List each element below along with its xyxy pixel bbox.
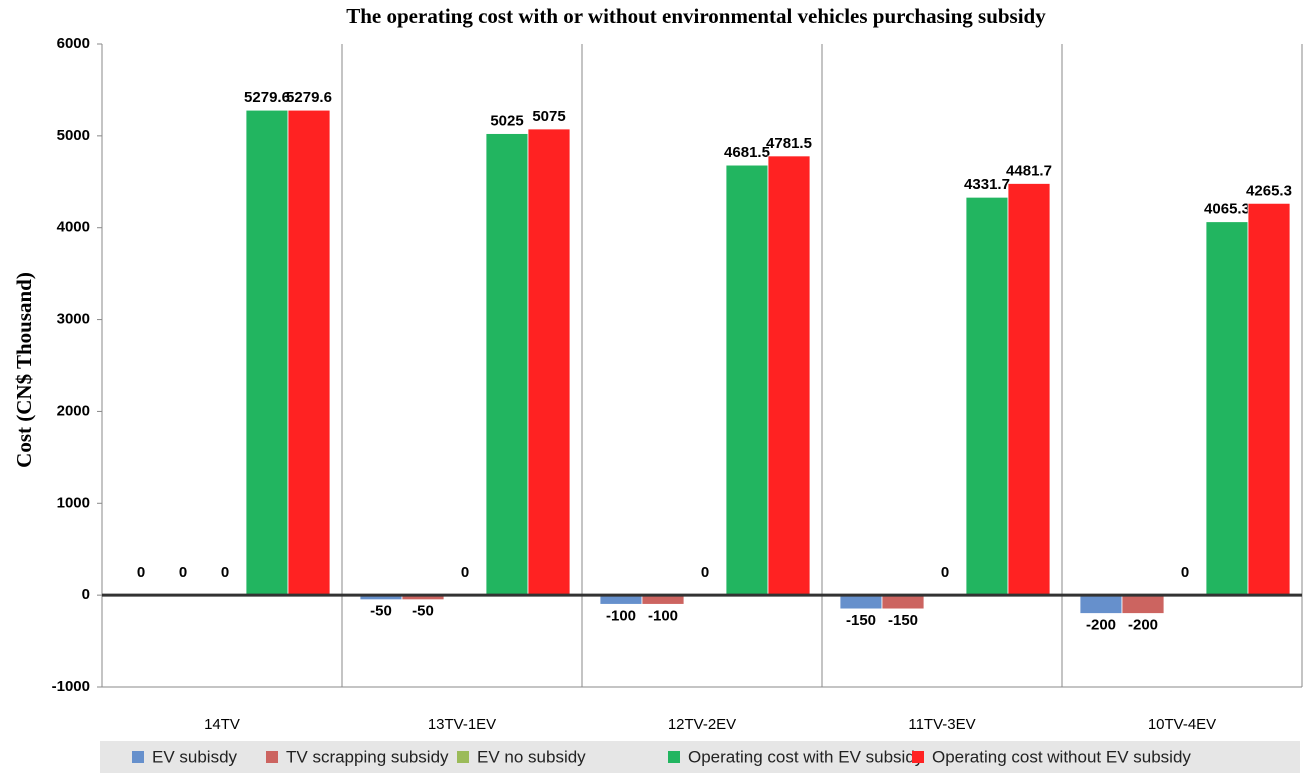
legend-label: EV subisdy [152, 747, 238, 766]
y-tick-label: 4000 [57, 219, 90, 236]
legend-label: EV no subsidy [477, 747, 586, 766]
legend-label: Operating cost with EV subsidy [688, 747, 924, 766]
value-label: 5075 [532, 108, 565, 125]
bar [527, 128, 571, 596]
value-label: 0 [1181, 564, 1189, 581]
value-label: -200 [1128, 616, 1158, 633]
value-label: -50 [412, 603, 434, 620]
legend-swatch [132, 751, 144, 763]
legend-swatch [457, 751, 469, 763]
value-label: -50 [370, 603, 392, 620]
legend-swatch [266, 751, 278, 763]
value-label: 4265.3 [1246, 182, 1292, 199]
chart-title: The operating cost with or without envir… [346, 4, 1046, 28]
value-label: 0 [941, 564, 949, 581]
legend-swatch [668, 751, 680, 763]
value-label: -150 [888, 612, 918, 629]
value-label: 4781.5 [766, 135, 812, 152]
y-tick-label: 1000 [57, 494, 90, 511]
value-label: 5279.6 [286, 89, 332, 106]
value-label: 4331.7 [964, 176, 1010, 193]
value-label: 0 [461, 564, 469, 581]
x-tick-label: 11TV-3EV [908, 716, 975, 733]
value-label: -150 [846, 612, 876, 629]
y-tick-label: 3000 [57, 311, 90, 328]
bar [1247, 202, 1291, 596]
bar [881, 594, 925, 610]
x-tick-label: 10TV-4EV [1148, 716, 1216, 733]
legend-swatch [912, 751, 924, 763]
bar [839, 594, 883, 610]
value-label: 4065.3 [1204, 201, 1250, 218]
bar [485, 133, 529, 596]
x-tick-label: 14TV [204, 716, 240, 733]
y-axis-label: Cost (CN$ Thousand) [12, 272, 36, 468]
bar [287, 109, 331, 596]
bar [1079, 594, 1123, 614]
bar [1121, 594, 1165, 614]
y-tick-label: 5000 [57, 127, 90, 144]
value-label: 0 [701, 564, 709, 581]
y-tick-label: 0 [82, 586, 90, 603]
value-label: 4481.7 [1006, 162, 1052, 179]
value-label: 4681.5 [724, 144, 770, 161]
y-tick-label: -1000 [52, 678, 90, 695]
y-tick-label: 6000 [57, 35, 90, 52]
legend-background [100, 741, 1300, 773]
value-label: 5279.6 [244, 89, 290, 106]
value-label: 0 [221, 564, 229, 581]
x-tick-label: 13TV-1EV [428, 716, 496, 733]
bar [767, 155, 811, 596]
value-label: -200 [1086, 616, 1116, 633]
value-label: 0 [137, 564, 145, 581]
value-label: 5025 [490, 113, 523, 130]
y-tick-label: 2000 [57, 402, 90, 419]
x-tick-label: 12TV-2EV [668, 716, 736, 733]
bar [245, 109, 289, 596]
bar [725, 164, 769, 596]
value-label: -100 [648, 607, 678, 624]
bar [965, 196, 1009, 596]
bar [1205, 221, 1249, 596]
bar [1007, 183, 1051, 596]
legend-label: TV scrapping subsidy [286, 747, 449, 766]
value-label: 0 [179, 564, 187, 581]
legend-label: Operating cost without EV subsidy [932, 747, 1191, 766]
value-label: -100 [606, 607, 636, 624]
